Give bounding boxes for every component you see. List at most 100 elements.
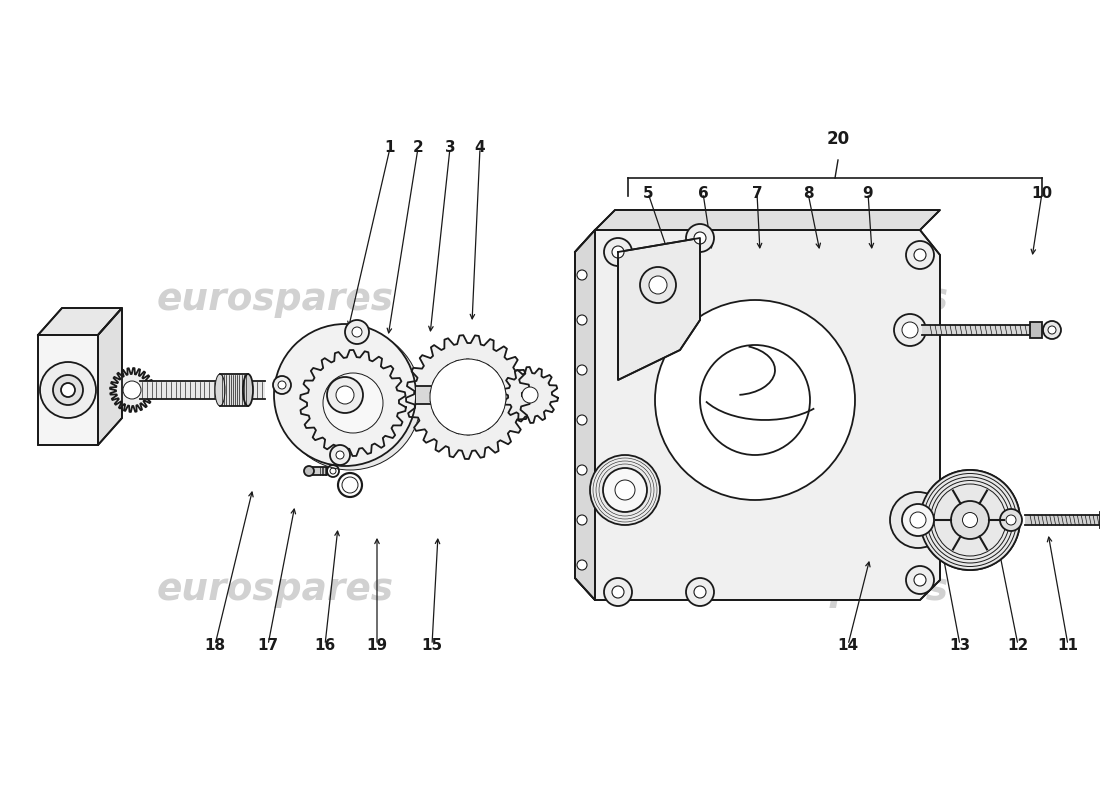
Circle shape <box>345 320 368 344</box>
Circle shape <box>894 314 926 346</box>
Circle shape <box>640 267 676 303</box>
Text: eurospares: eurospares <box>156 282 394 318</box>
Text: eurospares: eurospares <box>712 282 948 318</box>
Circle shape <box>952 501 989 539</box>
Polygon shape <box>1025 515 1100 525</box>
Circle shape <box>323 373 383 433</box>
Circle shape <box>1048 326 1056 334</box>
Polygon shape <box>595 210 940 230</box>
Text: 3: 3 <box>444 141 455 155</box>
Circle shape <box>612 246 624 258</box>
Text: eurospares: eurospares <box>156 572 394 608</box>
Text: 17: 17 <box>257 638 278 653</box>
Circle shape <box>694 586 706 598</box>
Text: 19: 19 <box>366 638 387 653</box>
Circle shape <box>53 375 82 405</box>
Text: 20: 20 <box>826 130 849 148</box>
Circle shape <box>590 455 660 525</box>
Text: eurospares: eurospares <box>712 572 948 608</box>
Circle shape <box>578 270 587 280</box>
Circle shape <box>649 276 667 294</box>
Circle shape <box>327 377 363 413</box>
Text: 1: 1 <box>385 141 395 155</box>
Circle shape <box>906 566 934 594</box>
Text: 9: 9 <box>862 186 873 201</box>
Circle shape <box>578 465 587 475</box>
Circle shape <box>612 586 624 598</box>
Polygon shape <box>430 359 506 435</box>
Circle shape <box>604 238 632 266</box>
Text: 7: 7 <box>751 186 762 201</box>
Polygon shape <box>98 308 122 445</box>
Circle shape <box>1006 515 1016 525</box>
Circle shape <box>604 578 632 606</box>
Polygon shape <box>575 230 940 600</box>
Text: 14: 14 <box>837 638 859 653</box>
Circle shape <box>906 241 934 269</box>
Circle shape <box>902 504 934 536</box>
Circle shape <box>273 376 292 394</box>
Circle shape <box>654 300 855 500</box>
Polygon shape <box>922 325 1030 335</box>
Polygon shape <box>110 368 154 412</box>
Circle shape <box>890 492 946 548</box>
Polygon shape <box>406 335 530 459</box>
Circle shape <box>304 466 313 476</box>
Polygon shape <box>312 467 327 475</box>
Circle shape <box>578 315 587 325</box>
Circle shape <box>522 387 538 403</box>
Circle shape <box>910 512 926 528</box>
Text: 4: 4 <box>475 141 485 155</box>
Circle shape <box>694 232 706 244</box>
Ellipse shape <box>214 374 225 406</box>
Text: 15: 15 <box>421 638 442 653</box>
Text: 11: 11 <box>1057 638 1078 653</box>
Ellipse shape <box>439 386 447 404</box>
Circle shape <box>578 365 587 375</box>
Circle shape <box>700 345 810 455</box>
Polygon shape <box>300 350 406 456</box>
Ellipse shape <box>243 374 253 406</box>
Text: 10: 10 <box>1032 186 1053 201</box>
Text: 13: 13 <box>949 638 970 653</box>
Circle shape <box>686 578 714 606</box>
Circle shape <box>578 560 587 570</box>
Circle shape <box>1000 509 1022 531</box>
Circle shape <box>330 445 350 465</box>
Text: 6: 6 <box>697 186 708 201</box>
Circle shape <box>60 383 75 397</box>
Circle shape <box>336 451 344 459</box>
Circle shape <box>914 249 926 261</box>
Circle shape <box>40 362 96 418</box>
Circle shape <box>686 224 714 252</box>
Text: 8: 8 <box>803 186 813 201</box>
Text: 12: 12 <box>1008 638 1028 653</box>
Circle shape <box>352 327 362 337</box>
Circle shape <box>603 468 647 512</box>
Circle shape <box>278 381 286 389</box>
Text: 18: 18 <box>205 638 225 653</box>
Polygon shape <box>618 238 700 380</box>
Circle shape <box>1043 321 1062 339</box>
Text: 5: 5 <box>642 186 653 201</box>
Circle shape <box>578 515 587 525</box>
Circle shape <box>920 470 1020 570</box>
Polygon shape <box>416 386 443 404</box>
Polygon shape <box>575 230 595 600</box>
Circle shape <box>920 470 1020 570</box>
Circle shape <box>902 322 918 338</box>
Polygon shape <box>140 381 265 399</box>
Circle shape <box>336 386 354 404</box>
Circle shape <box>274 324 416 466</box>
Polygon shape <box>1030 322 1042 338</box>
Polygon shape <box>39 308 122 335</box>
Circle shape <box>578 415 587 425</box>
Polygon shape <box>502 367 558 423</box>
Circle shape <box>615 480 635 500</box>
Circle shape <box>914 574 926 586</box>
Circle shape <box>962 513 978 527</box>
Circle shape <box>279 328 421 470</box>
Circle shape <box>123 381 141 399</box>
Circle shape <box>430 359 506 435</box>
Polygon shape <box>39 335 98 445</box>
